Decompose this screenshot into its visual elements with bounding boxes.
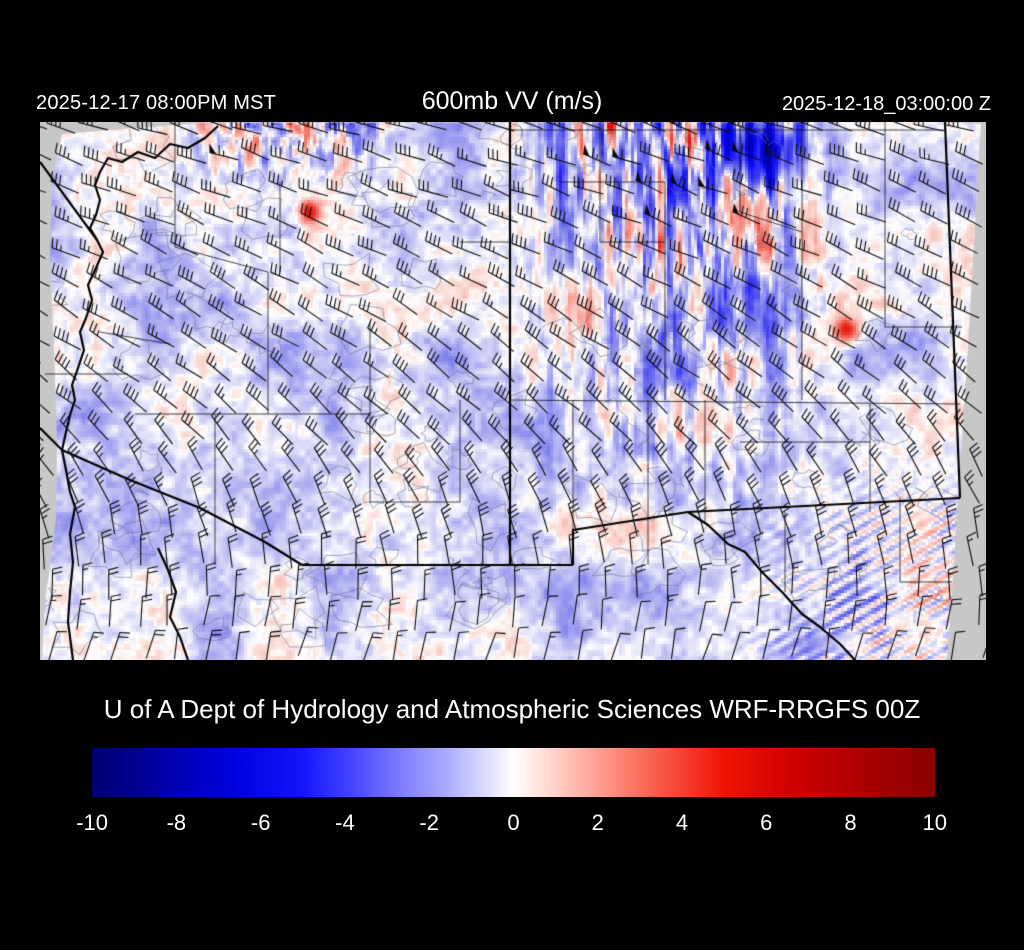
colorbar-tick-label: -2	[419, 810, 439, 835]
colorbar-tick-label: 0	[507, 810, 520, 835]
colorbar-tick-label: -8	[166, 810, 187, 835]
colorbar-tick-label: 10	[922, 810, 948, 835]
chart-title: 600mb VV (m/s)	[421, 87, 603, 115]
valid-time-local: 2025-12-17 08:00PM MST	[36, 92, 277, 114]
caption: U of A Dept of Hydrology and Atmospheric…	[103, 694, 921, 724]
colorbar-tick-label: -6	[250, 810, 271, 835]
colorbar-tick-label: 6	[760, 810, 773, 835]
colorbar-gradient	[92, 748, 935, 797]
colorbar-tick-label: 2	[591, 810, 604, 835]
colorbar-tick-label: -4	[335, 810, 355, 835]
colorbar-tick-label: 8	[844, 810, 857, 835]
colorbar-tick-label: -10	[76, 810, 109, 835]
colorbar-tick-label: 4	[675, 810, 689, 835]
weather-map	[40, 122, 986, 660]
valid-time-utc: 2025-12-18_03:00:00 Z	[781, 93, 991, 115]
colorbar-tick-labels: -10 -8 -6 -4 -2 0 2 4 6 8 10	[50, 810, 977, 836]
